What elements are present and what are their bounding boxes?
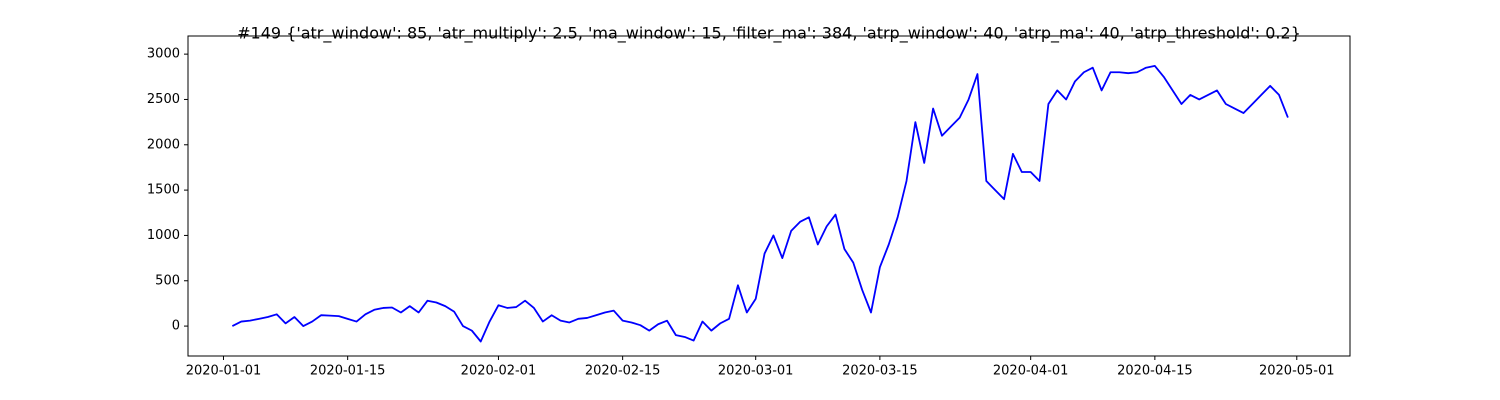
y-tick-label: 0 [172, 319, 180, 334]
x-tick-label: 2020-03-01 [718, 364, 794, 379]
y-tick-label: 500 [155, 273, 180, 288]
y-tick-label: 2500 [147, 92, 180, 107]
y-tick-label: 1000 [147, 228, 180, 243]
x-tick-label: 2020-03-15 [842, 364, 918, 379]
x-tick-label: 2020-04-15 [1117, 364, 1193, 379]
data-line [231, 65, 1289, 343]
chart-title: #149 {'atr_window': 85, 'atr_multiply': … [237, 24, 1301, 44]
x-tick-label: 2020-01-01 [186, 364, 262, 379]
y-tick-label: 1500 [147, 183, 180, 198]
x-tick-label: 2020-05-01 [1259, 364, 1335, 379]
plot-frame [187, 35, 1351, 357]
y-tick-label: 2000 [147, 137, 180, 152]
x-tick-label: 2020-02-01 [461, 364, 537, 379]
x-tick-label: 2020-02-15 [585, 364, 661, 379]
y-tick-label: 3000 [147, 47, 180, 62]
x-tick-label: 2020-01-15 [310, 364, 386, 379]
x-tick-label: 2020-04-01 [993, 364, 1069, 379]
